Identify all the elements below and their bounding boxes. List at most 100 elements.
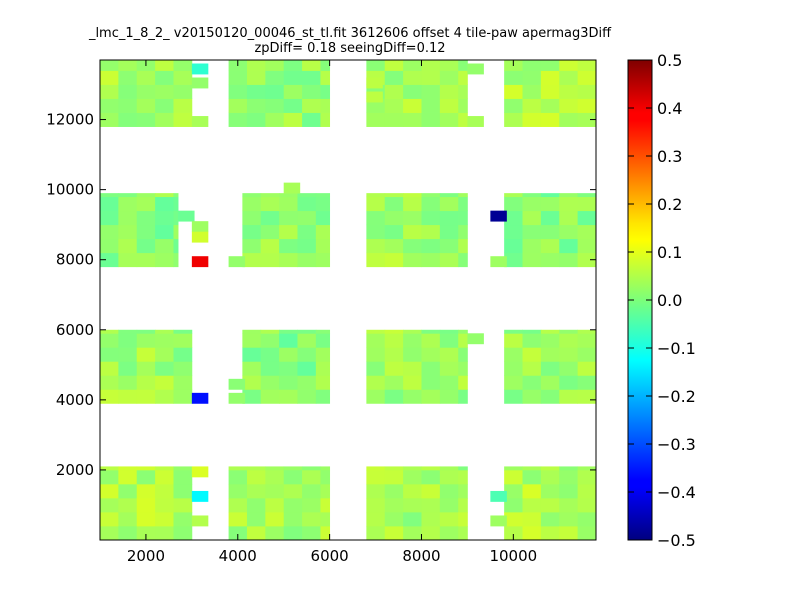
heatmap-cell xyxy=(315,193,331,198)
heatmap-cell xyxy=(439,466,459,471)
heatmap-cell xyxy=(155,238,174,254)
heatmap-cell xyxy=(458,511,468,527)
heatmap-cell xyxy=(403,196,422,212)
heatmap-cell xyxy=(366,525,386,541)
heatmap-cell xyxy=(403,60,422,71)
heatmap-cell xyxy=(265,98,285,113)
heatmap-cell xyxy=(522,196,542,212)
heatmap-cell xyxy=(403,375,422,390)
heatmap-cell xyxy=(540,333,560,348)
colorbar-tick-label: −0.2 xyxy=(657,387,696,406)
heatmap-cell xyxy=(366,224,386,240)
heatmap-cell xyxy=(283,84,303,99)
heatmap-cell xyxy=(302,525,321,541)
colorbar-tick-label: 0.1 xyxy=(657,243,682,262)
heatmap-cell xyxy=(540,361,560,376)
heatmap-cell xyxy=(421,98,441,113)
heatmap-cell xyxy=(315,329,331,334)
x-tick-label: 4000 xyxy=(219,547,257,565)
heatmap-cell xyxy=(439,60,459,71)
heatmap-cell xyxy=(242,193,262,198)
heatmap-cell xyxy=(559,329,579,334)
heatmap-cell xyxy=(366,511,386,527)
heatmap-cell xyxy=(421,361,441,376)
heatmap-cell xyxy=(136,525,156,541)
heatmap-cell xyxy=(279,224,298,240)
heatmap-cell xyxy=(173,98,193,113)
heatmap-cell xyxy=(504,70,523,85)
heatmap-cell xyxy=(559,361,579,376)
heatmap-cell xyxy=(155,196,174,212)
heatmap-cell xyxy=(366,77,383,89)
heatmap-cell xyxy=(242,210,262,226)
heatmap-cell xyxy=(559,112,579,127)
heatmap-cell xyxy=(504,329,523,334)
heatmap-cell xyxy=(540,238,560,254)
heatmap-cell xyxy=(559,196,579,212)
heatmap-cell xyxy=(118,238,138,254)
heatmap-cell xyxy=(100,347,119,362)
heatmap-cell xyxy=(403,333,422,348)
heatmap-cell xyxy=(577,196,597,212)
heatmap-cell xyxy=(246,70,266,85)
heatmap-cell xyxy=(100,193,119,198)
heatmap-cell xyxy=(191,77,209,89)
heatmap-cell xyxy=(421,238,441,254)
heatmap-cell xyxy=(559,389,579,404)
chart-subtitle: zpDiff= 0.18 seeingDiff=0.12 xyxy=(254,41,446,56)
heatmap-cell xyxy=(540,112,560,127)
heatmap-cell xyxy=(403,361,422,376)
heatmap-cell xyxy=(458,329,468,334)
heatmap-cell xyxy=(403,466,422,471)
heatmap-cell xyxy=(100,497,119,513)
heatmap-cell xyxy=(297,224,317,240)
heatmap-cell xyxy=(366,389,386,404)
heatmap-cell xyxy=(467,63,484,75)
heatmap-cell xyxy=(458,483,468,499)
heatmap-cell xyxy=(279,347,298,362)
heatmap-cell xyxy=(540,511,560,527)
heatmap-cell xyxy=(297,210,317,226)
heatmap-cell xyxy=(242,375,262,390)
heatmap-cell xyxy=(504,525,523,541)
heatmap-cell xyxy=(136,112,156,127)
heatmap-cell xyxy=(173,60,193,71)
heatmap-cell xyxy=(458,112,468,127)
heatmap-cell xyxy=(490,490,507,502)
heatmap-cell xyxy=(283,112,303,127)
heatmap-cell xyxy=(136,469,156,485)
heatmap-cell xyxy=(559,466,579,471)
heatmap-cell xyxy=(577,84,597,99)
heatmap-cell xyxy=(320,483,331,499)
heatmap-cell xyxy=(283,497,303,513)
heatmap-cell xyxy=(297,389,317,404)
heatmap-cell xyxy=(403,329,422,334)
heatmap-cell xyxy=(559,469,579,485)
heatmap-cell xyxy=(155,333,174,348)
heatmap-cell xyxy=(522,466,542,471)
heatmap-cell xyxy=(297,238,317,254)
heatmap-cell xyxy=(504,375,523,390)
heatmap-cell xyxy=(522,112,542,127)
heatmap-cell xyxy=(577,329,597,334)
heatmap-cell xyxy=(260,224,280,240)
heatmap-cell xyxy=(384,333,404,348)
heatmap-cell xyxy=(522,210,542,226)
heatmap-cell xyxy=(458,238,468,254)
heatmap-cell xyxy=(173,333,193,348)
heatmap-cell xyxy=(522,483,542,499)
colorbar-tick-label: 0.3 xyxy=(657,147,682,166)
heatmap-cell xyxy=(283,466,303,471)
y-tick-label: 6000 xyxy=(56,321,94,339)
heatmap-cell xyxy=(540,375,560,390)
heatmap-cell xyxy=(458,375,468,390)
heatmap-cell xyxy=(439,70,459,85)
heatmap-cell xyxy=(403,252,422,268)
heatmap-cell xyxy=(522,389,542,404)
heatmap-cell xyxy=(439,196,459,212)
heatmap-cell xyxy=(504,347,523,362)
heatmap-cell xyxy=(504,252,523,268)
heatmap-cell xyxy=(100,98,119,113)
heatmap-cell xyxy=(458,389,468,404)
heatmap-cell xyxy=(540,193,560,198)
